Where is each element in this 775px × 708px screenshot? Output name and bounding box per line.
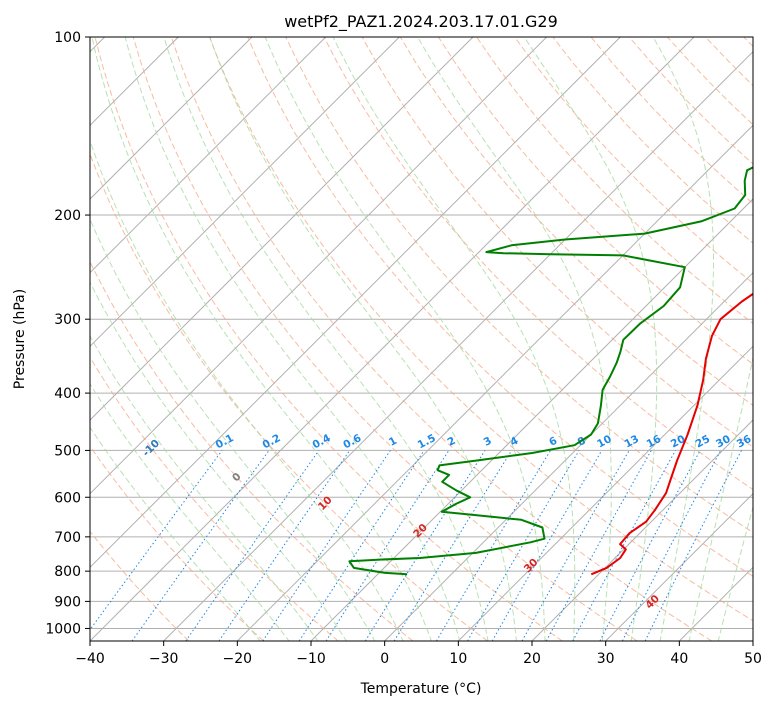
- y-tick-label: 200: [54, 208, 81, 224]
- x-tick-label: 40: [670, 651, 688, 667]
- isotherm-line: [236, 124, 753, 641]
- mixing-ratio-line: [185, 450, 320, 641]
- moist-adiabat-line: [688, 355, 753, 641]
- mixing-ratio-line: [545, 450, 652, 641]
- mixing-ratio-line: [521, 450, 630, 641]
- moist-adiabat-line: [163, 37, 489, 641]
- dry-adiabat-line: [90, 445, 264, 641]
- temperature-line: [590, 292, 753, 576]
- mixing-ratio-line: [262, 450, 391, 641]
- isotherm-line: [90, 37, 695, 641]
- dry-adiabat-line: [209, 37, 753, 622]
- mixing-ratio-line: [393, 450, 513, 641]
- y-tick-label: 500: [54, 443, 81, 459]
- isotherm-line: [90, 37, 400, 348]
- moist-adiabat-line: [124, 37, 461, 641]
- dry-adiabat-line: [247, 37, 753, 577]
- moist-adiabat-line: [523, 37, 658, 641]
- dry-adiabat-line: [514, 37, 753, 284]
- moist-adiabat-line: [90, 281, 347, 641]
- y-axis: 100 200 300 400 500 600 700 800 900 1000: [45, 30, 90, 637]
- dry-adiabat-line: [90, 260, 414, 641]
- moist-adiabat-line: [417, 37, 612, 641]
- dry-adiabat-line: [437, 37, 753, 365]
- mixing-ratio-line: [90, 450, 223, 631]
- y-tick-label: 300: [54, 312, 81, 328]
- moist-adiabat-line: [264, 37, 546, 641]
- mixing-ratio-line: [325, 450, 450, 641]
- x-tick-label: −20: [223, 651, 253, 667]
- x-axis-label: Temperature (°C): [360, 681, 482, 697]
- y-tick-label: 700: [54, 530, 81, 546]
- mixing-ratio-line: [621, 450, 722, 641]
- y-tick-label: 800: [54, 564, 81, 580]
- mixing-ratio-line: [131, 450, 270, 641]
- moist-adiabat-line: [332, 37, 576, 641]
- x-tick-label: −30: [149, 651, 179, 667]
- moist-adiabat-line: [90, 426, 261, 641]
- plot-area: [90, 37, 753, 641]
- mixing-ratio-line: [218, 450, 351, 641]
- moist-adiabat-line: [652, 37, 714, 641]
- chart-title: wetPf2_PAZ1.2024.203.17.01.G29: [284, 12, 558, 32]
- dewpoint-line: [348, 166, 753, 576]
- isotherm-line: [90, 37, 327, 274]
- isotherm-line: [384, 271, 753, 641]
- isotherm-line: [457, 345, 753, 641]
- y-tick-label: 400: [54, 386, 81, 402]
- dry-adiabat-line: [90, 530, 190, 641]
- dry-adiabat-line: [285, 37, 753, 534]
- moist-adiabat-line: [90, 382, 290, 641]
- isotherm-line: [605, 492, 753, 641]
- mixing-ratio-label: 36: [735, 433, 754, 450]
- moist-adiabat-line: [90, 217, 376, 641]
- x-tick-label: −40: [75, 651, 105, 667]
- x-tick-label: 30: [597, 651, 615, 667]
- x-tick-label: 0: [380, 651, 389, 667]
- plot-frame: [89, 36, 754, 642]
- dry-adiabat-line: [94, 37, 563, 641]
- x-tick-label: −10: [296, 651, 326, 667]
- y-tick-label: 1000: [45, 621, 81, 637]
- y-tick-label: 100: [54, 30, 81, 46]
- isotherm-line: [90, 37, 621, 569]
- moist-adiabat-line: [90, 138, 404, 641]
- x-axis: −40 −30 −20 −10 0 10 20 30 40 50: [75, 641, 762, 667]
- isotherm-line: [90, 37, 253, 200]
- series-lines: [348, 166, 753, 576]
- isotherm-line: [90, 37, 548, 495]
- y-axis-label: Pressure (hPa): [12, 289, 28, 389]
- y-tick-label: 900: [54, 594, 81, 610]
- x-tick-label: 20: [523, 651, 541, 667]
- dry-adiabat-line: [90, 152, 488, 641]
- dry-adiabat-line: [170, 37, 712, 641]
- isotherm-line: [163, 50, 753, 641]
- moist-adiabat-line: [90, 335, 319, 641]
- y-tick-label: 600: [54, 490, 81, 506]
- dry-adiabat-line: [399, 37, 753, 407]
- isotherm-line: [531, 419, 753, 641]
- dry-adiabat-line: [90, 356, 339, 641]
- mixing-ratio-line: [644, 450, 742, 641]
- x-tick-label: 10: [449, 651, 467, 667]
- background-lines: [90, 37, 753, 641]
- x-tick-label: 50: [744, 651, 762, 667]
- moist-adiabat-line: [91, 37, 432, 641]
- isotherm-line: [90, 37, 474, 421]
- moist-adiabat-line: [209, 37, 518, 641]
